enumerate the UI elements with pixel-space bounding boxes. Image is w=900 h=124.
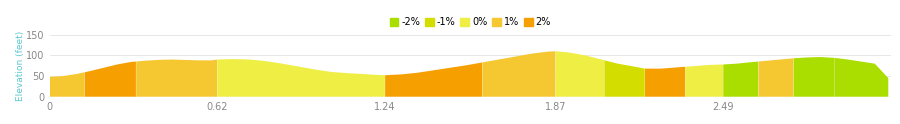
Polygon shape bbox=[85, 62, 136, 97]
Polygon shape bbox=[686, 64, 723, 97]
Polygon shape bbox=[759, 58, 794, 97]
Polygon shape bbox=[834, 58, 888, 97]
Polygon shape bbox=[385, 62, 482, 97]
Y-axis label: Elevation (feet): Elevation (feet) bbox=[15, 31, 25, 101]
Polygon shape bbox=[50, 72, 85, 97]
Polygon shape bbox=[217, 59, 385, 97]
Polygon shape bbox=[136, 60, 217, 97]
Polygon shape bbox=[645, 67, 685, 97]
Polygon shape bbox=[555, 51, 604, 97]
Polygon shape bbox=[605, 60, 644, 97]
Legend: -2%, -1%, 0%, 1%, 2%: -2%, -1%, 0%, 1%, 2% bbox=[386, 14, 554, 31]
Polygon shape bbox=[724, 62, 758, 97]
Polygon shape bbox=[482, 51, 555, 97]
Polygon shape bbox=[794, 57, 834, 97]
